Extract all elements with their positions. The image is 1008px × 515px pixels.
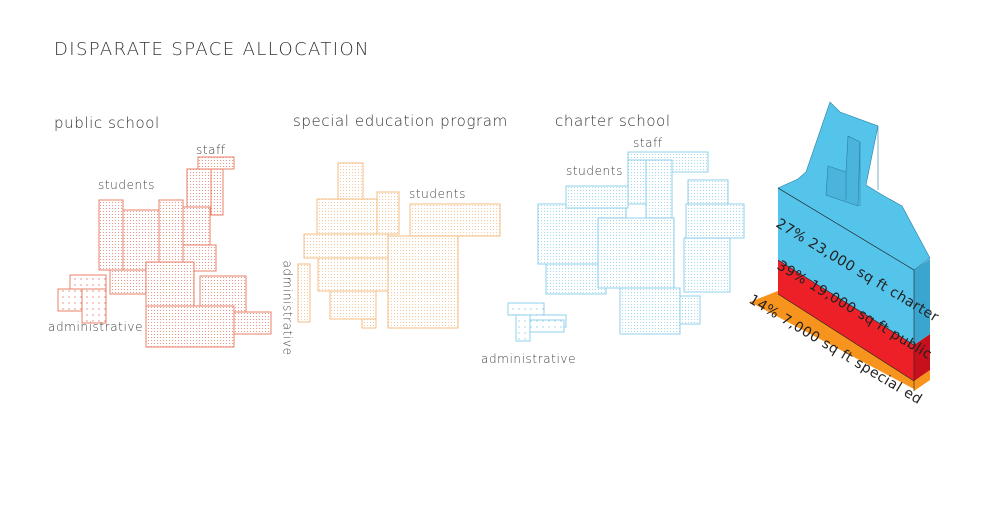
block-public-front: [778, 260, 914, 381]
charter-students-label: students: [566, 164, 623, 178]
charter-school-plan: [507, 151, 745, 342]
public-students-label: students: [98, 178, 155, 192]
block-public-side: [914, 334, 930, 381]
special-ed-admin-label: administrative: [280, 260, 295, 356]
public-admin-label: administrative: [48, 320, 144, 334]
charter-students-area: [537, 179, 745, 335]
special-ed-students-label: students: [409, 187, 466, 201]
special-ed-admin-area: [297, 263, 311, 323]
charter-school-heading: charter school: [555, 112, 671, 130]
public-school-heading: public school: [54, 114, 160, 132]
page-title: DISPARATE SPACE ALLOCATION: [54, 39, 370, 60]
special-ed-heading: special education program: [293, 112, 508, 130]
stacked-area-block: 27% 23,000 sq ft charter 39% 19,000 sq f…: [746, 101, 941, 408]
public-staff-label: staff: [196, 143, 226, 157]
charter-staff-label: staff: [633, 136, 663, 150]
public-school-plan: [57, 156, 272, 348]
charter-admin-area: [507, 302, 567, 342]
block-charter-side: [914, 259, 930, 345]
charter-staff-area: [627, 151, 709, 221]
block-special-ed-top: [750, 290, 924, 389]
block-special-ed-face: [914, 370, 930, 391]
block-charter-front: [778, 188, 914, 345]
public-admin-area: [57, 274, 107, 324]
charter-admin-label: administrative: [481, 352, 577, 366]
special-ed-students-area: [303, 162, 501, 329]
special-ed-plan: [297, 162, 501, 329]
public-staff-area: [186, 156, 235, 216]
block-charter-notch: [825, 135, 861, 207]
public-students-area: [98, 199, 272, 348]
